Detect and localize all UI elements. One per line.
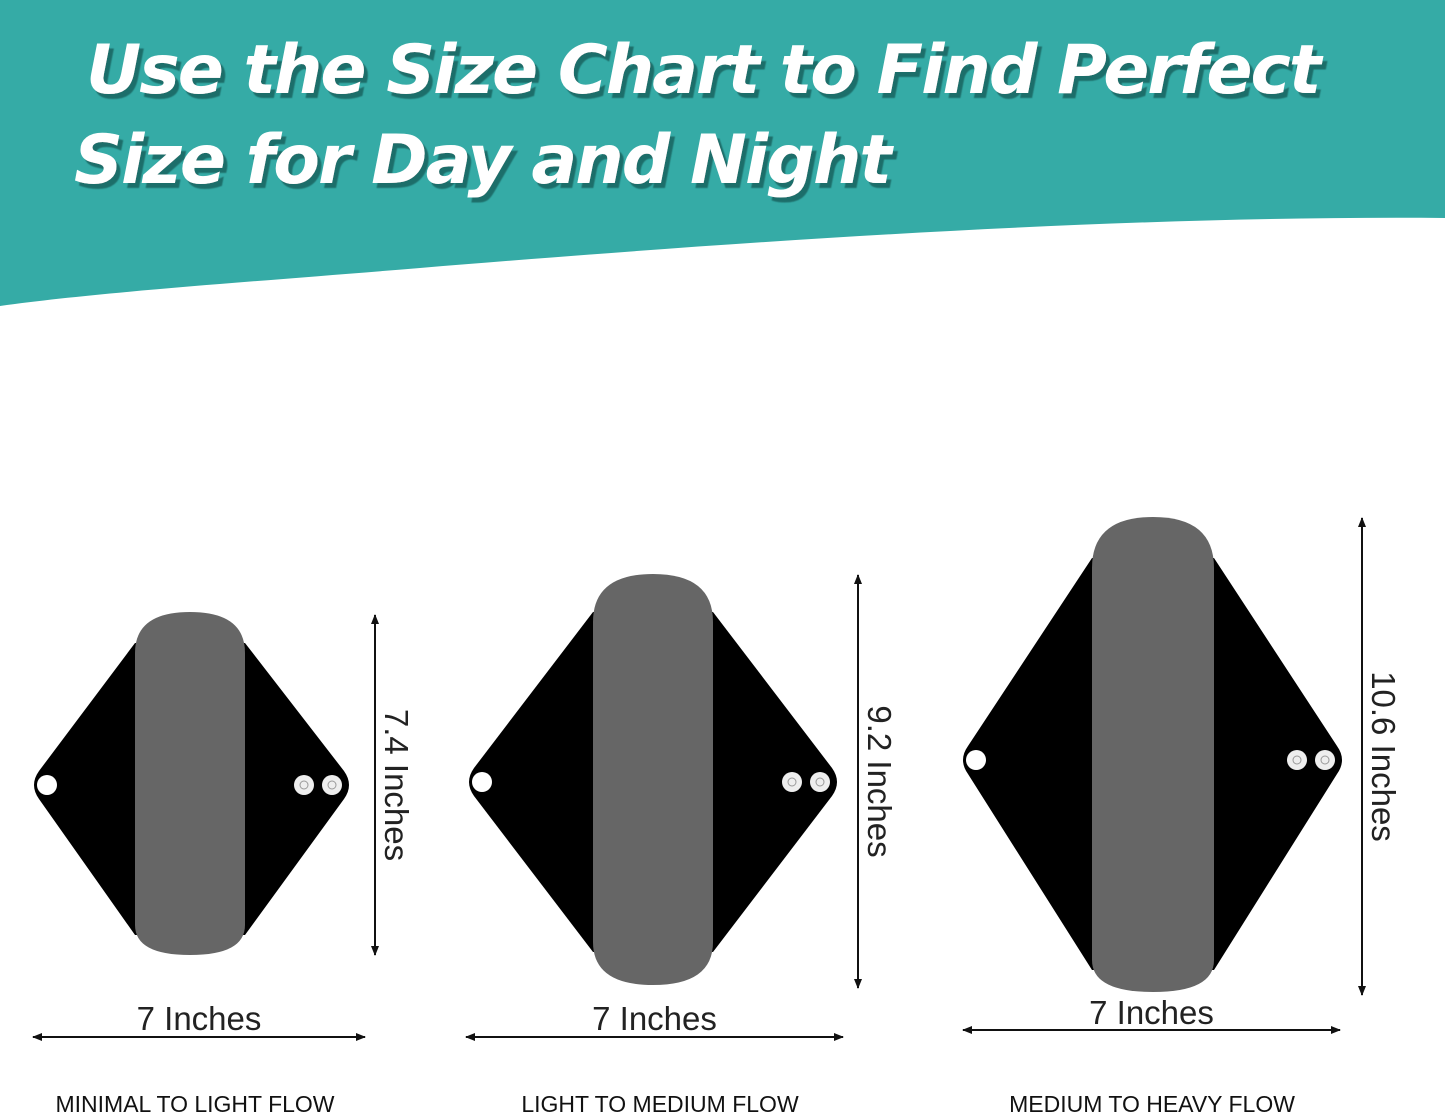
flow-label: MINIMAL TO LIGHT FLOW — [55, 1091, 334, 1116]
snap-ring-icon — [1320, 755, 1330, 765]
pad-center-strip — [593, 574, 713, 985]
pad-center-strip — [1092, 517, 1214, 992]
height-label: 10.6 Inches — [1365, 671, 1402, 842]
flow-label: LIGHT TO MEDIUM FLOW — [521, 1091, 799, 1116]
snap-icon — [37, 775, 57, 795]
snap-icon — [472, 772, 492, 792]
width-label: 7 Inches — [1089, 994, 1214, 1031]
snap-icon — [1315, 750, 1335, 770]
snap-ring-icon — [327, 780, 337, 790]
width-label: 7 Inches — [137, 1000, 262, 1037]
snap-ring-icon — [815, 777, 825, 787]
snap-ring-icon — [787, 777, 797, 787]
snap-icon — [1287, 750, 1307, 770]
pad-2: 9.2 Inches 7 Inches LIGHT TO MEDIUM FLOW — [465, 574, 898, 1116]
snap-icon — [810, 772, 830, 792]
snap-icon — [322, 775, 342, 795]
title-line-1: Use the Size Chart to Find Perfect — [86, 31, 1324, 110]
snap-ring-icon — [299, 780, 309, 790]
header-banner — [0, 0, 1445, 306]
snap-icon — [294, 775, 314, 795]
height-label: 7.4 Inches — [378, 709, 415, 861]
height-label: 9.2 Inches — [861, 705, 898, 857]
title-line-2: Size for Day and Night — [74, 121, 894, 200]
flow-label: MEDIUM TO HEAVY FLOW — [1009, 1091, 1295, 1116]
pad-center-strip — [135, 612, 245, 955]
snap-ring-icon — [1292, 755, 1302, 765]
snap-icon — [782, 772, 802, 792]
snap-icon — [966, 750, 986, 770]
pad-3: 10.6 Inches 7 Inches MEDIUM TO HEAVY FLOW — [962, 517, 1402, 1116]
pad-1: 7.4 Inches 7 Inches MINIMAL TO LIGHT FLOW — [32, 612, 415, 1116]
width-label: 7 Inches — [592, 1000, 717, 1037]
